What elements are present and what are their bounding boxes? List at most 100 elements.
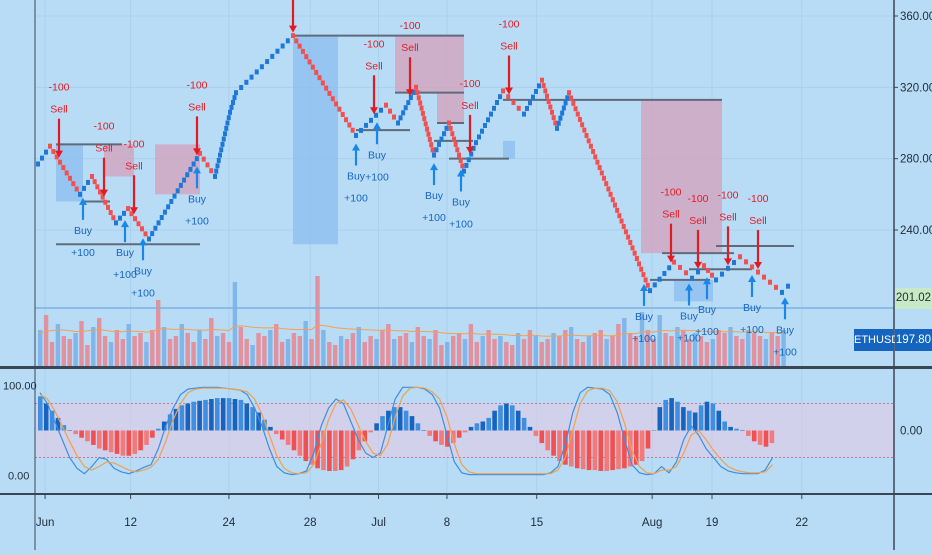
renko-brick	[408, 95, 413, 101]
renko-brick	[427, 136, 432, 142]
volume-bar	[333, 345, 338, 366]
oscillator-bar	[403, 410, 409, 431]
oscillator-bar	[344, 430, 350, 467]
renko-brick	[555, 125, 559, 131]
renko-brick	[545, 93, 549, 99]
oscillator-bar	[574, 430, 580, 469]
renko-brick	[553, 120, 558, 126]
renko-brick	[314, 69, 319, 75]
volume-bar	[368, 336, 373, 366]
oscillator-bar	[710, 403, 716, 431]
renko-brick	[498, 94, 502, 100]
oscillator-d-line	[39, 386, 774, 475]
oscillator-bar	[557, 430, 562, 462]
renko-brick	[36, 161, 40, 167]
sell-label: Sell	[188, 101, 206, 113]
time-axis: Jun 12 24 28 Jul 8 15 Aug 19 22	[36, 494, 808, 529]
time-tick-label: 24	[223, 517, 236, 529]
buy-arrow-icon	[430, 163, 438, 171]
oscillator-bar	[474, 423, 480, 431]
oscillator-bar	[456, 430, 462, 438]
buy-label: Buy	[776, 324, 795, 336]
buy-arrow-icon	[703, 277, 711, 285]
renko-brick	[495, 99, 499, 105]
oscillator-bar	[580, 430, 586, 470]
volume-bar	[439, 345, 444, 366]
sell-qty-label: -100	[363, 38, 384, 50]
renko-brick	[220, 141, 225, 147]
renko-brick	[726, 265, 730, 271]
renko-brick	[486, 117, 490, 123]
renko-brick	[617, 213, 622, 219]
volume-bar	[126, 324, 131, 366]
volume-bar	[397, 336, 403, 366]
oscillator-bar	[492, 410, 497, 431]
oscillator-bar	[126, 430, 132, 456]
oscillator-bar	[203, 399, 208, 431]
renko-brick	[423, 121, 428, 127]
renko-brick	[172, 193, 177, 199]
volume-bar	[551, 333, 556, 366]
renko-brick	[720, 271, 724, 277]
renko-brick	[90, 174, 94, 179]
time-tick-label: 12	[124, 517, 137, 529]
volume-bar	[144, 342, 149, 366]
sell-arrow-icon	[130, 207, 138, 215]
compare-price-tag: 201.02	[895, 288, 932, 309]
volume-bar	[321, 330, 326, 366]
renko-brick	[455, 147, 460, 153]
renko-brick	[364, 122, 368, 128]
sell-qty-label: -100	[48, 82, 69, 94]
trade-zones	[56, 35, 722, 302]
renko-brick	[641, 272, 646, 278]
oscillator-bar	[604, 430, 609, 471]
volume-bar	[616, 324, 621, 366]
sell-qty-label: -100	[123, 138, 144, 150]
buy-label: Buy	[452, 197, 471, 209]
sell-arrow-icon	[754, 262, 762, 270]
oscillator-bar	[639, 430, 645, 462]
renko-brick	[652, 282, 657, 288]
volume-bar	[710, 339, 715, 366]
renko-brick	[162, 209, 167, 215]
symbol-badge[interactable]: ETHUSD	[854, 329, 899, 351]
oscillator-bar	[480, 421, 486, 431]
buy-arrow-icon	[79, 197, 87, 205]
oscillator-bar	[114, 430, 120, 454]
buy-arrow-icon	[457, 169, 465, 177]
volume-bar	[309, 339, 314, 366]
volume-bar	[386, 324, 391, 366]
renko-brick	[334, 101, 339, 107]
renko-brick	[214, 168, 219, 174]
volume-bar	[238, 327, 243, 366]
volume-bar	[297, 336, 302, 366]
sell-label: Sell	[689, 215, 707, 227]
oscillator-bar	[279, 430, 285, 440]
renko-brick	[291, 33, 295, 39]
renko-brick	[129, 211, 134, 217]
renko-brick	[744, 259, 748, 265]
renko-brick	[169, 198, 174, 204]
renko-brick	[569, 95, 574, 101]
level-lines	[35, 34, 894, 309]
renko-brick	[92, 179, 97, 185]
trade-signals: -100 Sell -100 Sell -100 Sell -100 Sell -100 Sell…	[48, 0, 797, 358]
renko-brick	[340, 111, 345, 117]
volume-bar	[515, 333, 521, 366]
renko-brick	[414, 84, 418, 90]
renko-brick	[416, 95, 421, 101]
renko-brick	[350, 127, 355, 133]
renko-brick	[71, 181, 76, 187]
renko-brick	[304, 54, 309, 60]
renko-brick	[374, 112, 378, 118]
renko-brick	[738, 254, 742, 260]
oscillator-bar	[757, 430, 763, 445]
volume-bar	[161, 327, 167, 366]
renko-brick	[228, 109, 232, 115]
buy-arrow-icon	[139, 238, 147, 246]
oscillator-bar	[97, 430, 102, 449]
renko-brick	[541, 83, 546, 89]
renko-brick	[68, 175, 72, 181]
